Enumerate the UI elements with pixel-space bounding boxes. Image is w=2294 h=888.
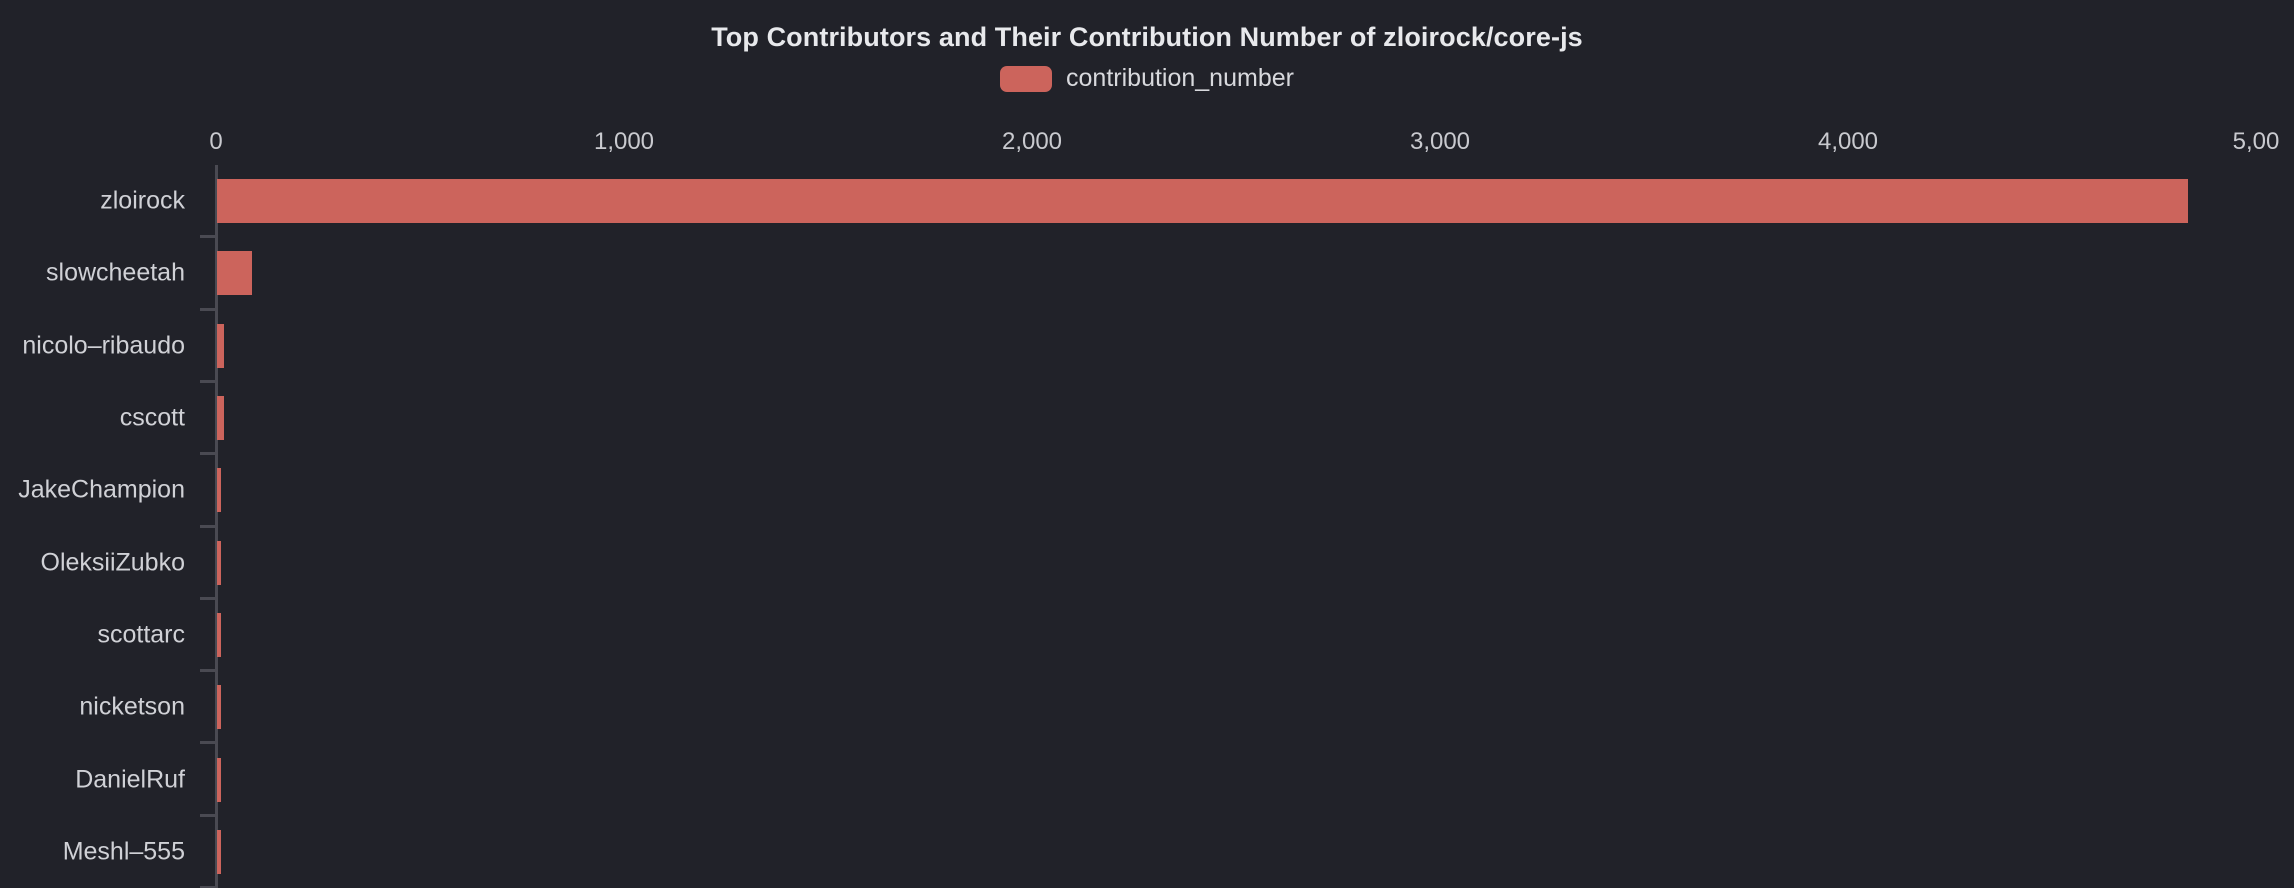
x-tick-label: 4,000 bbox=[1817, 128, 1879, 155]
bar[interactable] bbox=[217, 179, 2188, 224]
y-tick-mark bbox=[200, 235, 216, 239]
y-category-label[interactable]: OleksiiZubko bbox=[40, 548, 186, 577]
y-tick-mark bbox=[200, 741, 216, 745]
y-category-label[interactable]: nicolo–ribaudo bbox=[22, 331, 185, 360]
y-tick-mark bbox=[200, 886, 216, 888]
y-category-label[interactable]: slowcheetah bbox=[46, 258, 185, 287]
legend-swatch-icon bbox=[1000, 65, 1053, 92]
y-category-label[interactable]: zloirock bbox=[100, 186, 185, 215]
y-tick-mark bbox=[200, 307, 216, 311]
chart-title: Top Contributors and Their Contribution … bbox=[711, 22, 1583, 52]
y-category-label[interactable]: nicketson bbox=[79, 692, 185, 721]
y-category-label[interactable]: scottarc bbox=[97, 620, 185, 649]
bar[interactable] bbox=[217, 612, 222, 657]
x-tick-label: 1,000 bbox=[593, 128, 655, 155]
legend-label: contribution_number bbox=[1066, 64, 1294, 92]
bar[interactable] bbox=[217, 323, 225, 368]
y-category-label[interactable]: JakeChampion bbox=[18, 475, 185, 504]
y-category-label[interactable]: cscott bbox=[119, 403, 185, 432]
y-axis-line bbox=[215, 165, 218, 888]
y-tick-mark bbox=[200, 452, 216, 456]
y-tick-mark bbox=[200, 379, 216, 383]
x-tick-label: 5,00 bbox=[2232, 128, 2280, 155]
y-tick-mark bbox=[200, 524, 216, 528]
chart-legend: contribution_number bbox=[0, 64, 2294, 93]
bar[interactable] bbox=[217, 829, 221, 874]
bar[interactable] bbox=[217, 685, 222, 730]
bar[interactable] bbox=[217, 540, 222, 585]
y-category-label[interactable]: DanielRuf bbox=[75, 765, 185, 794]
y-category-label[interactable]: Meshl–555 bbox=[62, 837, 185, 866]
y-tick-mark bbox=[200, 813, 216, 817]
y-tick-mark bbox=[200, 596, 216, 600]
bar[interactable] bbox=[217, 251, 252, 296]
bar[interactable] bbox=[217, 468, 222, 513]
bar[interactable] bbox=[217, 396, 225, 441]
legend-item-contribution-number[interactable]: contribution_number bbox=[1000, 64, 1294, 93]
y-tick-mark bbox=[200, 669, 216, 673]
x-tick-label: 0 bbox=[209, 128, 223, 155]
x-tick-label: 3,000 bbox=[1409, 128, 1471, 155]
bar[interactable] bbox=[217, 757, 221, 802]
x-tick-label: 2,000 bbox=[1001, 128, 1063, 155]
